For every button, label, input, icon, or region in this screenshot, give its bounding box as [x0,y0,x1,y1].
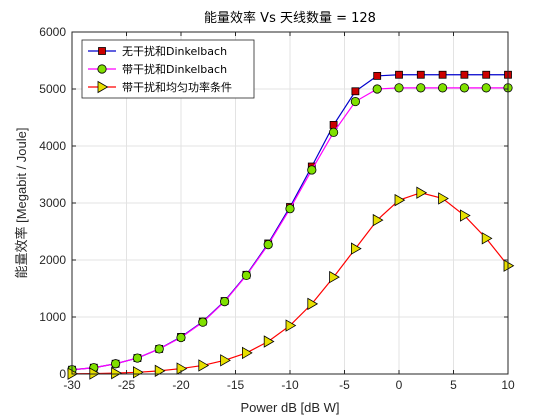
data-point-square [395,70,403,79]
data-point-triangle [285,319,297,332]
data-point-circle [437,83,448,93]
data-point-square [98,47,106,55]
data-point-triangle [372,213,384,227]
data-point-circle [350,96,360,107]
x-tick-label: -5 [339,378,350,392]
data-point-triangle [459,209,471,222]
data-point-triangle [198,359,210,372]
data-point-circle [263,240,273,250]
legend-label: 带干扰和均匀功率条件 [122,80,232,94]
x-tick-label: -30 [63,378,81,392]
data-point-triangle [307,297,319,311]
data-point-square [482,70,491,79]
data-point-circle [307,165,317,175]
x-tick-label: 0 [396,378,403,392]
data-point-circle [481,83,491,93]
y-tick-label: 5000 [39,82,66,96]
data-point-triangle [503,259,515,272]
data-point-triangle [416,186,428,199]
legend: 无干扰和Dinkelbach 带干扰和Dinkelbach 带干扰和均匀功率条件 [81,39,255,99]
y-tick-label: 1000 [39,310,66,324]
data-point-circle [198,317,208,327]
data-point-square [351,87,360,96]
data-point-circle [111,359,121,369]
data-point-square [373,71,382,80]
legend-item-2: 带干扰和Dinkelbach [88,62,227,76]
y-tick-label: 2000 [39,253,66,267]
x-tick-label: -25 [118,378,136,392]
data-point-triangle [111,366,122,380]
x-tick-label: -20 [172,378,190,392]
data-point-triangle [438,192,449,205]
legend-label: 带干扰和Dinkelbach [122,62,227,76]
x-tick-label: -10 [281,378,299,392]
data-point-triangle [132,366,144,379]
data-point-circle [372,84,382,94]
legend-item-1: 无干扰和Dinkelbach [88,44,227,58]
x-tick-label: 10 [501,378,515,392]
y-tick-label: 3000 [39,196,66,210]
data-point-square [460,70,469,79]
data-point-circle [459,83,469,93]
legend-label: 无干扰和Dinkelbach [122,44,227,58]
ticks: -30 -25 -20 -15 -10 -5 0 5 10 0 1000 2000 3000 4000 50… [39,25,515,392]
data-point-circle [285,204,295,214]
x-tick-label: 5 [450,378,457,392]
data-point-triangle [220,354,231,367]
data-point-triangle [394,193,406,207]
data-point-circle [328,127,339,137]
data-point-triangle [350,242,362,255]
data-point-triangle [329,270,340,284]
data-point-circle [394,83,404,93]
data-point-square [416,70,425,79]
y-tick-label: 4000 [39,139,66,153]
x-axis-label: Power dB [dB W] [241,400,340,415]
data-point-square [329,121,338,129]
data-point-triangle [97,80,109,94]
data-point-triangle [176,362,188,375]
data-point-circle [220,297,230,307]
y-tick-label: 0 [59,367,66,381]
chart-title: 能量效率 Vs 天线数量 = 128 [204,10,376,26]
legend-item-3: 带干扰和均匀功率条件 [88,80,232,94]
y-axis-label: 能量效率 [Megabit / Joule] [14,128,29,279]
data-point-circle [416,83,426,93]
data-point-triangle [263,335,275,348]
data-point-circle [97,64,107,74]
data-point-circle [176,332,186,343]
data-point-triangle [241,346,253,360]
data-point-triangle [481,232,493,245]
data-point-circle [241,270,251,280]
data-point-square [438,70,447,79]
data-point-circle [132,353,142,363]
x-tick-label: -15 [227,378,245,392]
y-tick-label: 6000 [39,25,66,39]
data-point-circle [154,344,164,354]
